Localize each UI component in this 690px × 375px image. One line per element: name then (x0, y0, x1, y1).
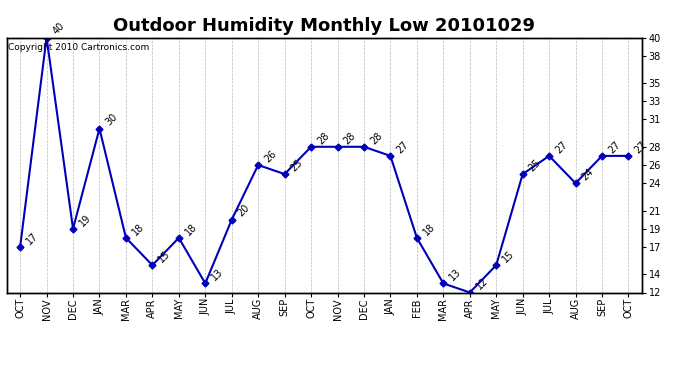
Text: 27: 27 (395, 139, 411, 155)
Text: 13: 13 (210, 267, 225, 283)
Text: 18: 18 (130, 221, 146, 237)
Text: 27: 27 (607, 139, 622, 155)
Text: 26: 26 (262, 148, 278, 164)
Text: 19: 19 (77, 212, 93, 228)
Text: 25: 25 (527, 158, 543, 173)
Text: 13: 13 (448, 267, 463, 283)
Text: 25: 25 (289, 158, 305, 173)
Text: 24: 24 (580, 166, 595, 182)
Text: 20: 20 (236, 203, 252, 219)
Text: 15: 15 (500, 249, 516, 264)
Text: 30: 30 (104, 112, 119, 128)
Text: Copyright 2010 Cartronics.com: Copyright 2010 Cartronics.com (8, 43, 150, 52)
Text: 18: 18 (183, 221, 199, 237)
Text: 27: 27 (553, 139, 569, 155)
Text: 18: 18 (421, 221, 437, 237)
Text: 17: 17 (24, 230, 40, 246)
Text: 15: 15 (157, 249, 172, 264)
Text: 28: 28 (368, 130, 384, 146)
Title: Outdoor Humidity Monthly Low 20101029: Outdoor Humidity Monthly Low 20101029 (113, 16, 535, 34)
Text: 27: 27 (633, 139, 649, 155)
Text: 40: 40 (51, 21, 66, 37)
Text: 12: 12 (474, 276, 490, 292)
Text: 28: 28 (342, 130, 357, 146)
Text: 28: 28 (315, 130, 331, 146)
